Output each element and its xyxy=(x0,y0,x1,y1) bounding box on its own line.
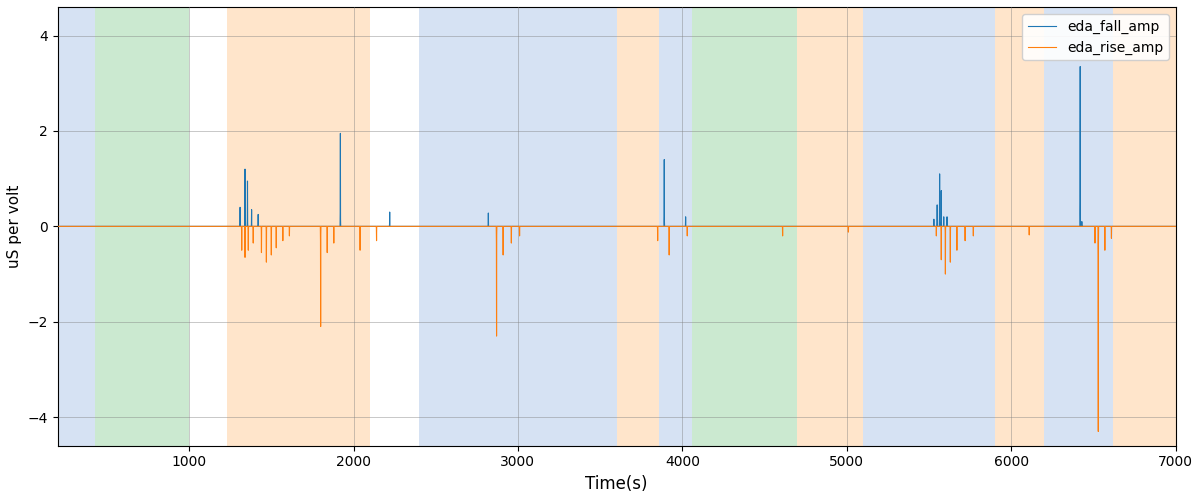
Line: eda_rise_amp: eda_rise_amp xyxy=(58,226,1176,432)
Bar xyxy=(798,7,863,446)
eda_rise_amp xyxy=(556,224,570,230)
eda_fall_amp xyxy=(151,224,166,230)
X-axis label: Time(s): Time(s) xyxy=(586,475,648,493)
eda_rise_amp xyxy=(598,224,612,230)
Bar xyxy=(863,7,995,446)
eda_fall_amp xyxy=(884,224,899,230)
Bar xyxy=(227,7,370,446)
Bar xyxy=(58,7,96,446)
Line: eda_fall_amp: eda_fall_amp xyxy=(58,66,1176,226)
eda_rise_amp xyxy=(605,224,619,230)
eda_fall_amp xyxy=(1169,224,1183,230)
eda_rise_amp xyxy=(1091,428,1105,434)
eda_rise_amp xyxy=(151,224,166,230)
eda_rise_amp xyxy=(1169,224,1183,230)
Bar xyxy=(995,7,1044,446)
eda_fall_amp xyxy=(1073,64,1087,70)
eda_fall_amp xyxy=(50,224,65,230)
Legend: eda_fall_amp, eda_rise_amp: eda_fall_amp, eda_rise_amp xyxy=(1022,14,1169,60)
eda_fall_amp xyxy=(556,224,570,230)
Bar xyxy=(1044,7,1114,446)
Bar xyxy=(692,7,798,446)
Bar xyxy=(419,7,617,446)
eda_rise_amp xyxy=(50,224,65,230)
Y-axis label: uS per volt: uS per volt xyxy=(7,184,22,268)
eda_fall_amp xyxy=(605,224,619,230)
Bar xyxy=(96,7,190,446)
Bar xyxy=(1114,7,1176,446)
eda_rise_amp xyxy=(508,224,522,230)
Bar xyxy=(659,7,692,446)
eda_rise_amp xyxy=(884,224,899,230)
Bar xyxy=(617,7,659,446)
eda_fall_amp xyxy=(598,224,612,230)
eda_fall_amp xyxy=(508,224,522,230)
